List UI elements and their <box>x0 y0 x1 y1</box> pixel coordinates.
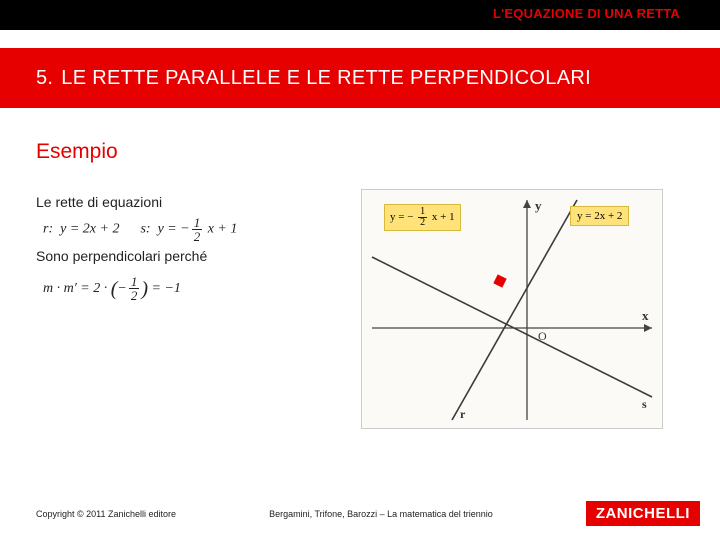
footer: Copyright © 2011 Zanichelli editore Berg… <box>36 501 700 526</box>
origin-label: O <box>538 329 547 343</box>
prod-result: = −1 <box>148 281 181 296</box>
line-s-label: s <box>642 397 647 411</box>
line-r <box>452 200 577 420</box>
x-axis-label: x <box>642 308 649 323</box>
two-column-layout: Le rette di equazioni r: y = 2x + 2 s: y… <box>36 189 690 429</box>
prod-prefix: m · m′ = 2 · <box>43 281 111 296</box>
top-black-bar: L'EQUAZIONE DI UNA RETTA <box>0 0 720 30</box>
product-line: m · m′ = 2 · (−12) = −1 <box>36 270 336 308</box>
r-label: r: <box>43 221 53 236</box>
s-eq-prefix: y = − <box>158 221 190 236</box>
example-heading: Esempio <box>36 140 690 164</box>
section-number: 5. <box>36 67 53 90</box>
section-band: 5. LE RETTE PARALLELE E LE RETTE PERPEND… <box>0 48 720 108</box>
fraction-half-2: 12 <box>129 275 140 302</box>
right-angle-marker-icon <box>493 274 506 287</box>
text-line-1: Le rette di equazioni <box>36 189 336 216</box>
example-text: Le rette di equazioni r: y = 2x + 2 s: y… <box>36 189 336 429</box>
copyright-text: Copyright © 2011 Zanichelli editore <box>36 509 176 519</box>
line-s <box>372 257 652 397</box>
eq-box-s: y = − 12 x + 1 <box>384 204 461 231</box>
s-label: s: <box>140 221 150 236</box>
section-title: LE RETTE PARALLELE E LE RETTE PERPENDICO… <box>61 67 591 90</box>
r-equation: y = 2x + 2 <box>60 221 119 236</box>
graph: O x y r s y = − 12 x + 1 y = 2x + 2 <box>361 189 663 429</box>
neg-sign: − <box>117 281 126 296</box>
y-axis-label: y <box>535 198 542 213</box>
y-axis-arrow-icon <box>523 200 531 208</box>
publisher-logo: ZANICHELLI <box>586 501 700 526</box>
fraction-half: 12 <box>192 216 203 243</box>
line-r-label: r <box>460 407 466 421</box>
eq-box-r: y = 2x + 2 <box>570 206 629 226</box>
content-area: Esempio Le rette di equazioni r: y = 2x … <box>36 140 690 429</box>
x-axis-arrow-icon <box>644 324 652 332</box>
credits-text: Bergamini, Trifone, Barozzi – La matemat… <box>269 509 493 519</box>
text-line-3: Sono perpendicolari perché <box>36 243 336 270</box>
chapter-title: L'EQUAZIONE DI UNA RETTA <box>493 6 680 21</box>
equations-line: r: y = 2x + 2 s: y = −12 x + 1 <box>36 216 336 243</box>
s-eq-suffix: x + 1 <box>204 221 237 236</box>
